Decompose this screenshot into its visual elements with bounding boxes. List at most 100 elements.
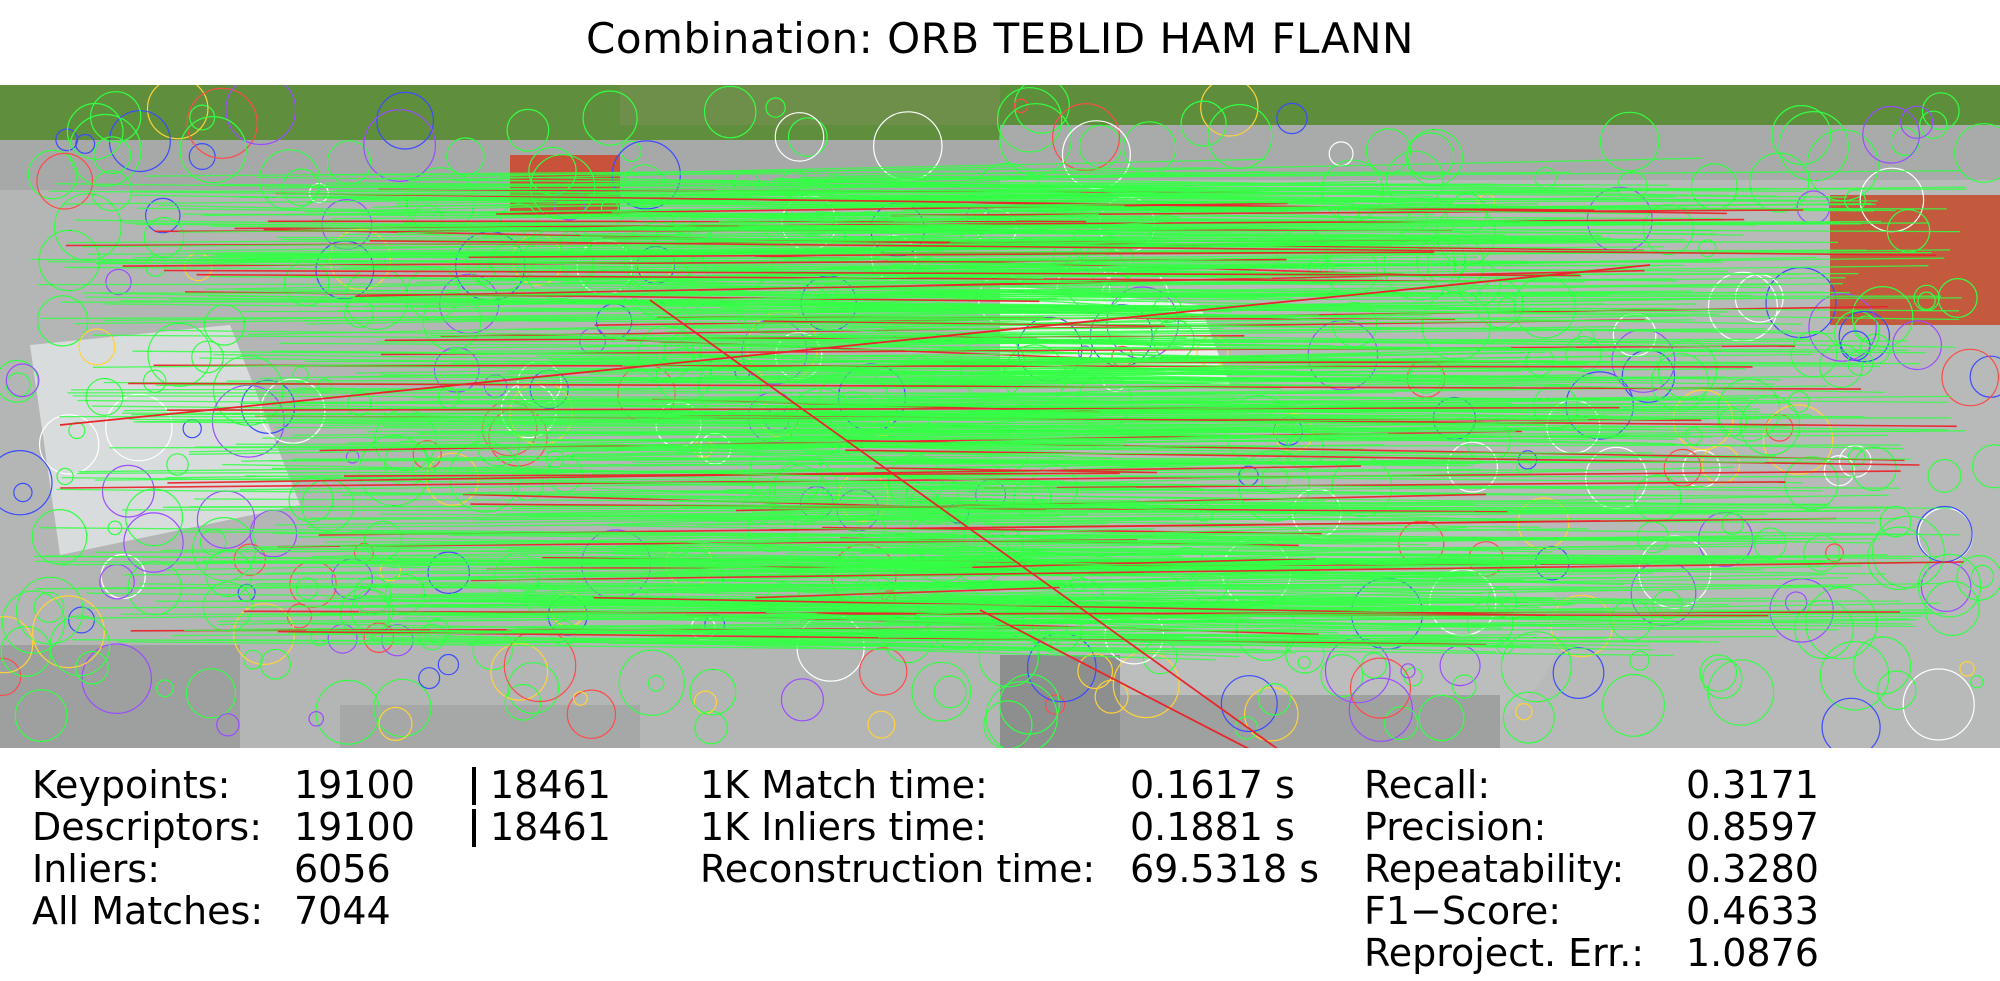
keypoint-circle [1418,694,1465,742]
keypoint-circle [49,615,111,677]
keypoint-circle [1220,675,1278,733]
outlier-match-line [470,561,1964,582]
stat-value: 6056 [294,847,391,891]
stats-right-column: Recall: 0.3171 Precision: 0.8597 Repeata… [1364,764,1964,974]
keypoint-circle [996,87,1063,153]
keypoint-circle [1892,320,1942,371]
inlier-match-line [843,559,1467,569]
stat-label: Recall: [1364,763,1491,807]
keypoint-circle [1924,580,1980,637]
inlier-match-line [452,179,1669,186]
inlier-match-line [49,190,1343,204]
keypoint-circle [985,681,1058,748]
keypoint-circle [101,464,155,518]
keypoint-circle [188,142,216,170]
inlier-match-line [696,522,1108,526]
stats-left-column: Keypoints: 19100 18461 Descriptors: 1910… [32,763,611,932]
inlier-match-line [765,611,1187,628]
inlier-match-line [750,402,1787,414]
keypoint-circle [1061,120,1131,190]
keypoint-circle [1051,103,1120,172]
keypoint-circle [1320,653,1364,698]
stat-value: 0.8597 [1686,805,1819,849]
inlier-match-line [194,438,1590,448]
keypoint-circle [105,393,173,462]
inlier-match-line [319,612,1338,634]
inlier-match-line [598,368,1261,376]
match-lines [30,157,1967,748]
keypoint-circle [1452,674,1477,699]
inlier-match-line [608,525,1872,544]
keypoint-circle [292,366,309,383]
inlier-match-line [375,158,1266,180]
inlier-match-line [447,600,1375,609]
inlier-match-line [799,171,1571,179]
stat-row-match-time: 1K Match time: 0.1617 s [700,764,1340,806]
keypoint-circle [55,128,79,152]
keypoint-circle [1500,631,1572,703]
inlier-match-line [279,188,1215,196]
keypoint-circle [859,647,908,696]
inlier-match-line [530,235,1554,249]
keypoint-circle [1900,105,1934,139]
inlier-match-line [697,474,1855,478]
inlier-match-line [330,577,1653,589]
keypoint-circle [93,136,132,175]
stat-label: Keypoints: [32,763,231,807]
keypoint-circle [566,689,617,739]
keypoint-circle [315,679,381,745]
inlier-match-line [358,557,1053,576]
keypoint-circle [36,295,89,347]
inlier-match-line [366,428,1655,433]
keypoint-circle [295,577,319,600]
keypoint-circle [506,108,550,152]
inlier-match-line [822,575,1460,591]
stats-middle-column: 1K Match time: 0.1617 s 1K Inliers time:… [700,764,1340,890]
inlier-match-line [122,412,1865,418]
outlier-match-line [972,557,1316,569]
keypoint-circle [1921,92,1960,130]
keypoint-circle [1349,657,1412,719]
inlier-match-line [59,415,1175,419]
inlier-match-line [222,247,1027,257]
inlier-match-line [309,513,1089,519]
keypoint-circle [155,679,174,698]
keypoint-circle [1956,555,2000,601]
inlier-match-line [350,531,1386,541]
keypoint-circle [1833,310,1880,357]
keypoint-circle [1297,655,1311,670]
keypoint-circle [56,467,74,486]
inlier-match-line [270,457,1247,462]
keypoint-circle [1699,654,1738,692]
inlier-match-line [123,222,1365,238]
keypoint-circle [1348,677,1414,742]
inlier-match-line [955,332,1955,348]
keypoint-circle [85,377,124,416]
keypoint-circle [1748,152,1810,213]
inlier-match-line [474,242,1518,257]
stat-row-reconstruction-time: Reconstruction time: 69.5318 s [700,848,1340,890]
inlier-match-line [750,499,1243,514]
keypoint-circle [1852,446,1897,492]
inlier-match-line [719,220,1743,236]
outlier-match-line [983,481,1786,489]
keypoint-circle [1244,686,1299,742]
keypoint-circle [437,653,460,676]
inlier-match-line [506,352,1525,374]
inlier-match-line [686,351,1546,366]
inlier-match-line [222,258,1582,278]
inlier-match-line [343,555,1366,560]
keypoint-circle [582,90,638,146]
inlier-match-line [210,225,1685,241]
stat-row-precision: Precision: 0.8597 [1364,806,1964,848]
stat-row-f1-score: F1−Score: 0.4633 [1364,890,1964,932]
inlier-match-line [448,347,1512,352]
inlier-match-line [189,437,1254,455]
outlier-match-line [979,609,1250,748]
keypoint-circle [1819,640,1890,711]
stat-label: Inliers: [32,847,161,891]
keypoint-circle [81,643,153,715]
keypoint-circle [490,642,549,701]
stat-label: 1K Match time: [700,763,988,807]
keypoint-circle [260,648,292,680]
